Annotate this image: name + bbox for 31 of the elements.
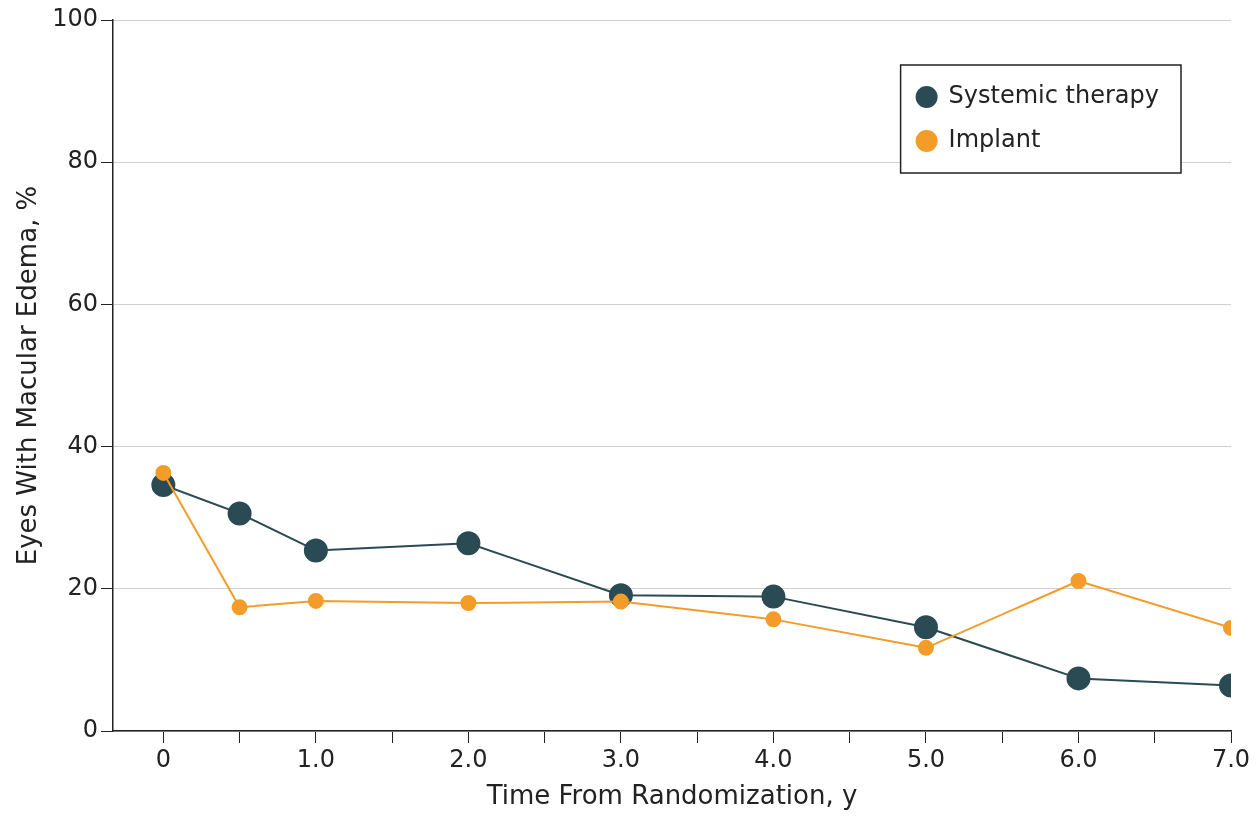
y-tick-label: 40 <box>67 430 99 459</box>
point <box>460 595 477 612</box>
point <box>917 639 934 656</box>
x-axis-title: Time From Randomization, y <box>485 780 858 811</box>
x-tick-label: 6.0 <box>1059 744 1098 773</box>
x-tick-label: 4.0 <box>754 744 793 773</box>
point <box>913 615 938 640</box>
y-tick-label: 80 <box>67 146 99 175</box>
point <box>227 501 252 526</box>
point <box>303 538 328 563</box>
y-axis-title: Eyes With Macular Edema, % <box>12 185 43 566</box>
point <box>1066 666 1091 691</box>
point <box>761 584 786 609</box>
legend-label: Implant <box>948 125 1041 154</box>
x-tick-label: 2.0 <box>449 744 488 773</box>
point <box>307 592 324 609</box>
y-tick-label: 60 <box>67 288 99 317</box>
point <box>765 611 782 628</box>
x-tick-label: 3.0 <box>601 744 640 773</box>
legend-label: Systemic therapy <box>948 81 1159 110</box>
point <box>1070 572 1087 589</box>
x-tick-label: 5.0 <box>906 744 946 773</box>
y-tick-label: 20 <box>67 573 99 602</box>
point <box>231 599 248 616</box>
x-tick-label: 1.0 <box>296 744 335 773</box>
x-tick-label: 0 <box>155 744 171 773</box>
point <box>456 531 481 556</box>
y-tick-label: 100 <box>52 4 99 33</box>
point <box>155 464 172 481</box>
y-tick-label: 0 <box>82 715 99 744</box>
x-tick-label: 7.0 <box>1211 744 1251 773</box>
